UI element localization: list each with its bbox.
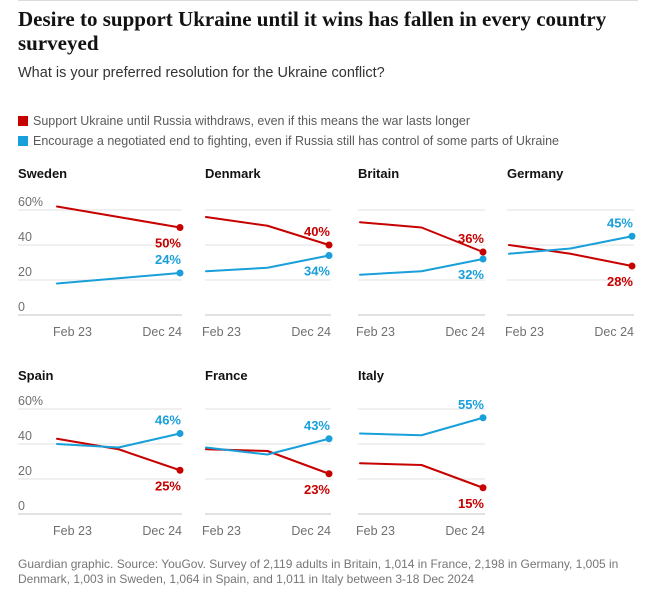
y-tick-label: 60%	[18, 195, 43, 209]
x-tick-label: Dec 24	[142, 325, 182, 339]
x-tick-label: Dec 24	[445, 325, 485, 339]
y-tick-label: 60%	[18, 394, 43, 408]
x-tick-label: Dec 24	[291, 325, 331, 339]
x-tick-label: Feb 23	[53, 325, 92, 339]
y-tick-label: 40	[18, 230, 32, 244]
y-tick-label: 0	[18, 300, 25, 314]
legend-label-support: Support Ukraine until Russia withdraws, …	[33, 114, 471, 128]
support-line	[56, 437, 181, 472]
support-end-dot	[628, 262, 636, 270]
negotiate-end-dot	[176, 430, 184, 437]
x-tick-label: Feb 23	[53, 524, 92, 538]
support-end-label: 25%	[155, 478, 181, 493]
support-line	[359, 462, 484, 489]
negotiate-end-label: 43%	[304, 418, 330, 433]
panel-sweden: Sweden 0 20 40 60% Feb 23 Dec 24 50%24%	[18, 166, 184, 339]
x-tick-label: Dec 24	[594, 325, 634, 339]
x-tick-label: Dec 24	[445, 524, 485, 538]
panel-denmark: Denmark Feb 23 Dec 24 40% 34%	[202, 166, 333, 339]
negotiate-line	[508, 235, 633, 255]
panel-title: France	[205, 368, 248, 383]
negotiate-line	[205, 254, 330, 273]
y-tick-label: 0	[18, 499, 25, 513]
chart-title: Desire to support Ukraine until it wins …	[18, 7, 607, 55]
support-line	[508, 244, 633, 267]
panel-britain: Britain Feb 23 Dec 24 36% 32%	[356, 166, 487, 339]
panel-title: Sweden	[18, 166, 67, 181]
x-tick-label: Feb 23	[505, 325, 544, 339]
support-end-label: 23%	[304, 482, 330, 497]
negotiate-end-dot	[479, 414, 487, 422]
legend-item-support: Support Ukraine until Russia withdraws, …	[18, 111, 658, 131]
panel-title: Germany	[507, 166, 564, 181]
source-note: Guardian graphic. Source: YouGov. Survey…	[18, 557, 619, 586]
support-end-dot	[325, 241, 333, 249]
panel-spain: Spain 0 20 40 60% Feb 23 Dec 24 25% 46%	[18, 368, 184, 538]
negotiate-end-dot	[628, 232, 636, 240]
panel-title: Spain	[18, 368, 53, 383]
negotiate-line	[359, 258, 484, 276]
legend-swatch-negotiate	[18, 136, 28, 146]
chart-subtitle: What is your preferred resolution for th…	[18, 65, 385, 81]
support-line	[205, 216, 330, 246]
y-tick-label: 20	[18, 464, 32, 478]
legend-label-negotiate: Encourage a negotiated end to fighting, …	[33, 134, 559, 148]
negotiate-end-label: 45%	[607, 215, 633, 230]
support-end-dot	[479, 484, 487, 492]
negotiate-end-label: 34%	[304, 264, 330, 279]
top-rule	[18, 0, 638, 1]
panel-italy: Italy Feb 23 Dec 24 15% 55%	[356, 368, 487, 538]
support-end-label: 28%	[607, 274, 633, 289]
support-end-dot	[479, 248, 487, 256]
panel-title: Denmark	[205, 166, 261, 181]
negotiate-end-dot	[325, 435, 333, 443]
x-tick-label: Feb 23	[356, 325, 395, 339]
x-tick-label: Feb 23	[202, 325, 241, 339]
y-tick-label: 20	[18, 265, 32, 279]
legend-item-negotiate: Encourage a negotiated end to fighting, …	[18, 131, 658, 151]
negotiate-end-label: 55%	[458, 397, 484, 412]
negotiate-end-label: 46%	[155, 413, 181, 428]
support-line	[205, 448, 330, 475]
support-end-dot	[176, 224, 184, 231]
panel-title: Britain	[358, 166, 399, 181]
legend: Support Ukraine until Russia withdraws, …	[18, 111, 658, 151]
negotiate-line	[56, 272, 181, 285]
support-line	[359, 221, 484, 253]
support-end-label: 50%	[155, 236, 181, 251]
negotiate-line	[359, 416, 484, 437]
support-line	[56, 205, 181, 229]
negotiate-end-label: 32%	[458, 267, 484, 282]
panel-title: Italy	[358, 368, 385, 383]
negotiate-end-label: 24%	[155, 252, 181, 267]
y-tick-label: 40	[18, 429, 32, 443]
negotiate-line	[56, 432, 181, 449]
negotiate-end-dot	[325, 252, 333, 259]
support-end-label: 36%	[458, 231, 484, 246]
x-tick-label: Dec 24	[142, 524, 182, 538]
x-tick-label: Feb 23	[202, 524, 241, 538]
legend-swatch-support	[18, 116, 28, 126]
support-end-label: 15%	[458, 496, 484, 511]
negotiate-end-dot	[479, 255, 487, 263]
x-tick-label: Feb 23	[356, 524, 395, 538]
support-end-dot	[176, 466, 184, 474]
negotiate-end-dot	[176, 269, 184, 277]
support-end-dot	[325, 470, 333, 478]
support-end-label: 40%	[304, 224, 330, 239]
x-tick-label: Dec 24	[291, 524, 331, 538]
negotiate-line	[205, 437, 330, 456]
panel-germany: Germany Feb 23 Dec 24 28% 45%	[505, 166, 636, 339]
panel-france: France Feb 23 Dec 24 23% 43%	[202, 368, 333, 538]
